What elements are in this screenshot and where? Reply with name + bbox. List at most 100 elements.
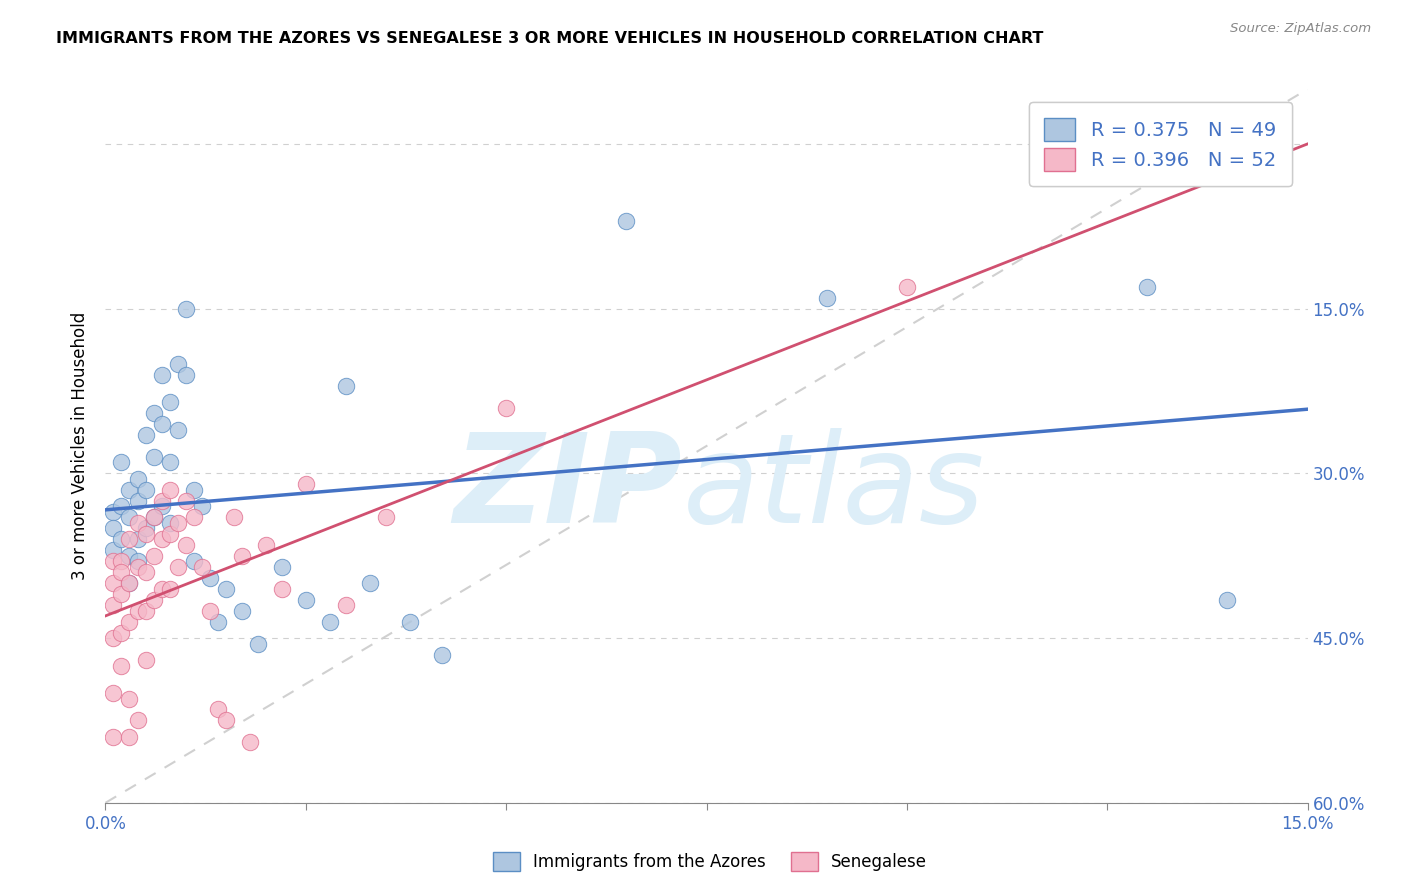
Point — [430, 648, 453, 662]
Point — [142, 406, 165, 420]
Point — [174, 538, 197, 552]
Point — [295, 592, 318, 607]
Point — [118, 730, 141, 744]
Point — [142, 510, 165, 524]
Point — [150, 368, 173, 382]
Point — [246, 637, 269, 651]
Point — [118, 615, 141, 629]
Point — [198, 604, 221, 618]
Point — [190, 500, 212, 514]
Text: ZIP: ZIP — [454, 428, 682, 549]
Point — [142, 592, 165, 607]
Point — [159, 395, 181, 409]
Point — [135, 483, 157, 497]
Point — [166, 357, 188, 371]
Point — [150, 533, 173, 547]
Point — [103, 521, 125, 535]
Point — [270, 582, 292, 596]
Point — [118, 533, 141, 547]
Point — [110, 587, 132, 601]
Point — [150, 582, 173, 596]
Legend: Immigrants from the Azores, Senegalese: Immigrants from the Azores, Senegalese — [485, 843, 935, 880]
Point — [159, 582, 181, 596]
Point — [127, 714, 149, 728]
Text: Source: ZipAtlas.com: Source: ZipAtlas.com — [1230, 22, 1371, 36]
Point — [118, 576, 141, 591]
Legend: R = 0.375   N = 49, R = 0.396   N = 52: R = 0.375 N = 49, R = 0.396 N = 52 — [1029, 103, 1292, 186]
Point — [896, 280, 918, 294]
Text: atlas: atlas — [682, 428, 984, 549]
Point — [616, 214, 638, 228]
Point — [166, 516, 188, 530]
Point — [127, 516, 149, 530]
Point — [103, 505, 125, 519]
Point — [222, 510, 245, 524]
Point — [815, 291, 838, 305]
Point — [166, 559, 188, 574]
Point — [174, 494, 197, 508]
Point — [190, 559, 212, 574]
Point — [183, 483, 205, 497]
Point — [207, 615, 229, 629]
Point — [335, 598, 357, 612]
Point — [127, 554, 149, 568]
Point — [135, 653, 157, 667]
Point — [127, 533, 149, 547]
Point — [118, 510, 141, 524]
Y-axis label: 3 or more Vehicles in Household: 3 or more Vehicles in Household — [72, 312, 90, 580]
Point — [118, 549, 141, 563]
Point — [374, 510, 398, 524]
Point — [174, 368, 197, 382]
Point — [110, 455, 132, 469]
Point — [142, 549, 165, 563]
Point — [103, 554, 125, 568]
Point — [207, 702, 229, 716]
Text: IMMIGRANTS FROM THE AZORES VS SENEGALESE 3 OR MORE VEHICLES IN HOUSEHOLD CORRELA: IMMIGRANTS FROM THE AZORES VS SENEGALESE… — [56, 31, 1043, 46]
Point — [110, 566, 132, 580]
Point — [159, 526, 181, 541]
Point — [231, 604, 253, 618]
Point — [150, 494, 173, 508]
Point — [127, 559, 149, 574]
Point — [159, 516, 181, 530]
Point — [127, 472, 149, 486]
Point — [103, 686, 125, 700]
Point — [335, 378, 357, 392]
Point — [142, 510, 165, 524]
Point — [231, 549, 253, 563]
Point — [174, 301, 197, 316]
Point — [135, 428, 157, 442]
Point — [103, 631, 125, 645]
Point — [295, 477, 318, 491]
Point — [1136, 280, 1159, 294]
Point — [103, 543, 125, 558]
Point — [103, 576, 125, 591]
Point — [495, 401, 517, 415]
Point — [127, 494, 149, 508]
Point — [142, 450, 165, 464]
Point — [127, 604, 149, 618]
Point — [150, 417, 173, 431]
Point — [118, 483, 141, 497]
Point — [135, 604, 157, 618]
Point — [166, 423, 188, 437]
Point — [135, 521, 157, 535]
Point — [198, 571, 221, 585]
Point — [135, 526, 157, 541]
Point — [110, 554, 132, 568]
Point — [103, 730, 125, 744]
Point — [270, 559, 292, 574]
Point — [103, 598, 125, 612]
Point — [214, 714, 236, 728]
Point — [110, 625, 132, 640]
Point — [214, 582, 236, 596]
Point — [159, 455, 181, 469]
Point — [183, 554, 205, 568]
Point — [399, 615, 422, 629]
Point — [1216, 592, 1239, 607]
Point — [110, 658, 132, 673]
Point — [110, 533, 132, 547]
Point — [239, 735, 262, 749]
Point — [183, 510, 205, 524]
Point — [159, 483, 181, 497]
